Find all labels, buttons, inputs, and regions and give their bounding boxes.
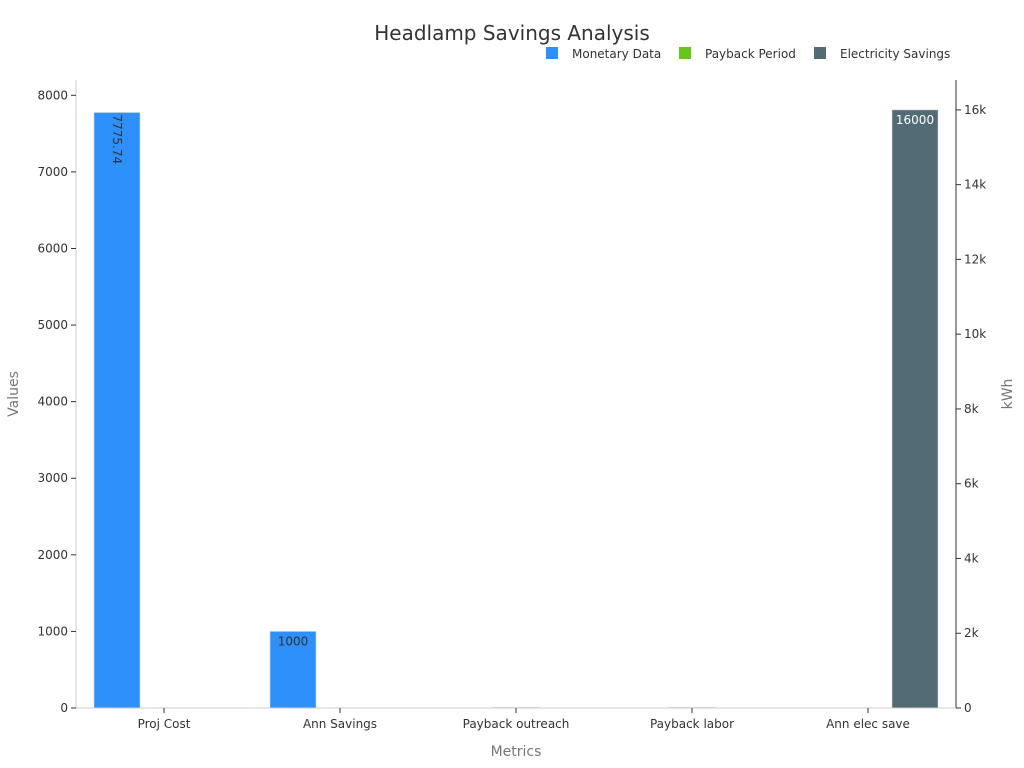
bar-electricity-savings <box>891 109 939 709</box>
y-right-tick-label: 12k <box>964 252 986 266</box>
y-right-tick-label: 8k <box>964 402 979 416</box>
y-tick-label: 0 <box>60 701 68 715</box>
chart-title: Headlamp Savings Analysis <box>374 21 650 45</box>
data-label: 1000 <box>278 634 309 648</box>
y-tick-label: 8000 <box>37 88 68 102</box>
y-tick-label: 2000 <box>37 548 68 562</box>
legend-swatch <box>546 47 558 59</box>
y-tick-label: 3000 <box>37 471 68 485</box>
legend-label: Electricity Savings <box>840 47 950 61</box>
bar-monetary-data <box>93 112 141 709</box>
bar-monetary-data <box>269 631 317 709</box>
data-label: 16000 <box>896 113 934 127</box>
legend-swatch <box>814 47 826 59</box>
y-tick-label: 4000 <box>37 395 68 409</box>
y-tick-label: 5000 <box>37 318 68 332</box>
data-labels: 7775.74 1000 16000 <box>110 113 934 649</box>
x-tick-label: Ann Savings <box>303 717 377 731</box>
y-right-tick-label: 16k <box>964 103 986 117</box>
x-tick-label: Payback outreach <box>463 717 570 731</box>
y-right-axis-title: kWh <box>1000 379 1016 410</box>
y-right-tick-label: 0 <box>964 701 972 715</box>
y-right-tick-label: 10k <box>964 327 986 341</box>
x-axis-title: Metrics <box>491 744 542 760</box>
y-tick-label: 7000 <box>37 165 68 179</box>
y-axis-title: Values <box>6 371 22 417</box>
y-right-tick-label: 6k <box>964 477 979 491</box>
y-right-tick-label: 14k <box>964 178 986 192</box>
x-tick-label: Ann elec save <box>826 717 910 731</box>
y-tick-label: 6000 <box>37 241 68 255</box>
y-tick-label: 1000 <box>37 624 68 638</box>
y-right-tick-label: 2k <box>964 626 979 640</box>
legend: Monetary Data Payback Period Electricity S… <box>546 47 950 61</box>
x-tick-label: Payback labor <box>650 717 734 731</box>
axes: 0 1000 2000 3000 4000 5000 6000 7000 8000 0 2k 4k 6k… <box>37 80 986 731</box>
bars <box>93 109 939 709</box>
data-label: 7775.74 <box>110 114 124 164</box>
legend-swatch <box>679 47 691 59</box>
x-tick-label: Proj Cost <box>138 717 191 731</box>
legend-label: Payback Period <box>705 47 796 61</box>
legend-label: Monetary Data <box>572 47 661 61</box>
y-right-tick-label: 4k <box>964 551 979 565</box>
